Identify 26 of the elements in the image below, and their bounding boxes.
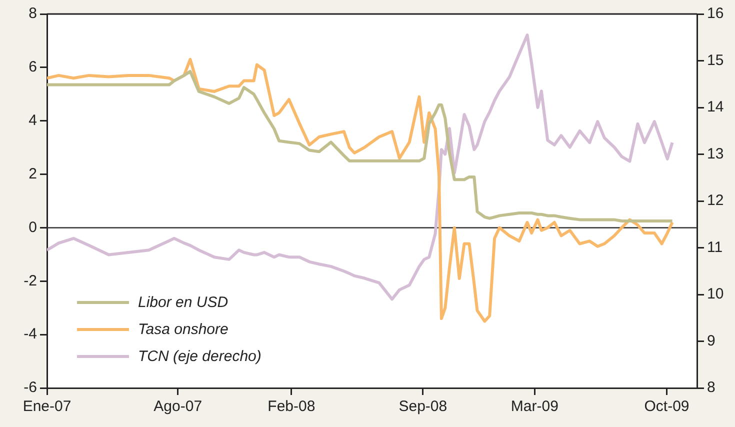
y-tick-label: -6 — [24, 379, 37, 396]
x-tick-label: Oct-09 — [644, 398, 690, 416]
y2-tick-label: 15 — [707, 52, 724, 69]
y-tick-label: -4 — [24, 326, 37, 343]
y-tick-label: 8 — [28, 5, 37, 22]
y2-tick-label: 14 — [707, 98, 724, 116]
legend-label: Tasa onshore — [138, 321, 228, 338]
x-tick-label: Ene-07 — [22, 398, 72, 416]
y2-tick-label: 11 — [707, 238, 723, 256]
y2-tick-label: 12 — [707, 192, 724, 210]
x-tick-label: Feb-08 — [268, 398, 316, 416]
legend-label: Libor en USD — [138, 294, 228, 311]
y-tick-label: 2 — [28, 165, 37, 182]
x-tick-label: Ago-07 — [154, 398, 202, 416]
x-tick-label: Sep-08 — [398, 398, 448, 416]
y2-tick-label: 9 — [707, 332, 716, 350]
y2-tick-label: 10 — [707, 286, 724, 303]
y2-tick-label: 13 — [707, 145, 724, 162]
y2-tick-label: 16 — [707, 5, 724, 22]
legend-label: TCN (eje derecho) — [138, 348, 262, 365]
x-tick-label: Mar-09 — [510, 398, 558, 416]
y-tick-label: 4 — [28, 112, 37, 129]
y-tick-label: 6 — [28, 58, 37, 76]
y-tick-label: -2 — [24, 272, 37, 290]
y-tick-label: 0 — [28, 218, 37, 236]
y2-tick-label: 8 — [707, 379, 716, 396]
